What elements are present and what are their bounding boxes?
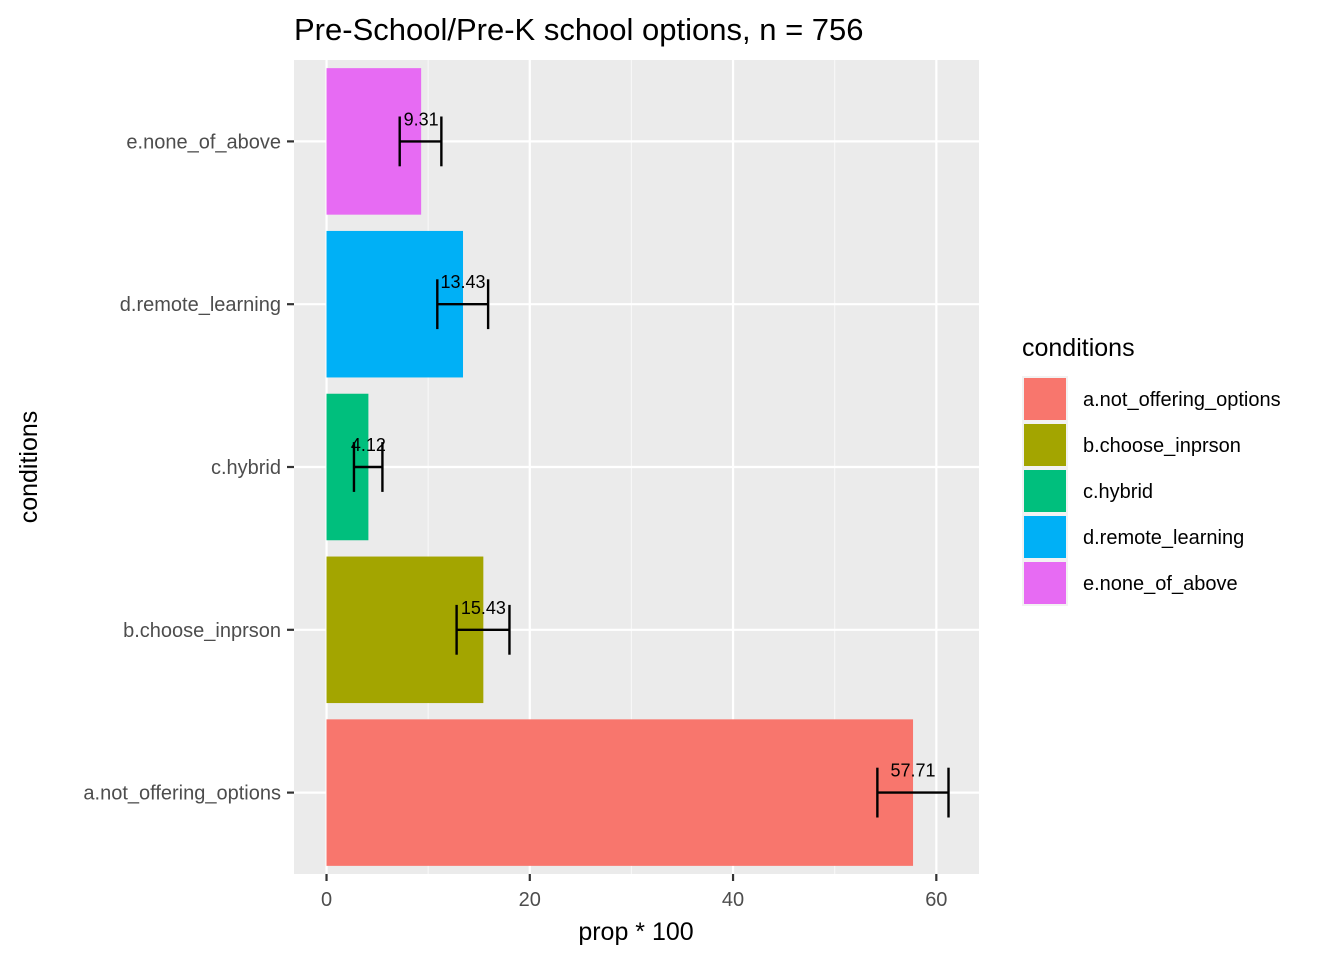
legend-item: a.not_offering_options <box>1022 376 1281 422</box>
legend-swatch <box>1024 470 1066 512</box>
x-tick-label: 40 <box>722 889 744 911</box>
data-label-a.not_offering_options: 57.71 <box>891 761 936 781</box>
errorbar-b.choose_inprson <box>455 604 511 655</box>
x-tick-label: 20 <box>519 889 541 911</box>
y-axis: a.not_offering_options b.choose_inprson c.… <box>83 131 294 805</box>
legend-title: conditions <box>1022 334 1135 362</box>
data-labels-layer: 57.71 15.43 4.12 13.43 9.31 <box>351 109 936 780</box>
legend-label: c.hybrid <box>1083 481 1153 503</box>
legend: conditions a.not_offering_options b.choos… <box>1022 334 1281 606</box>
errorbar-d.remote_learning <box>436 279 490 330</box>
x-tick-label: 60 <box>925 889 947 911</box>
y-tick-label: d.remote_learning <box>120 294 281 316</box>
x-axis: 0 20 40 60 <box>321 874 947 911</box>
y-tick-label: c.hybrid <box>211 457 281 479</box>
legend-item: c.hybrid <box>1022 468 1153 514</box>
legend-label: b.choose_inprson <box>1083 435 1241 457</box>
x-axis-title: prop * 100 <box>578 918 693 946</box>
bar-a.not_offering_options <box>326 719 914 866</box>
data-label-d.remote_learning: 13.43 <box>440 272 485 292</box>
data-label-e.none_of_above: 9.31 <box>404 109 439 129</box>
y-axis-title: conditions <box>15 411 43 524</box>
y-tick-label: b.choose_inprson <box>123 620 281 642</box>
legend-swatch <box>1024 516 1066 558</box>
legend-item: d.remote_learning <box>1022 514 1244 560</box>
errorbar-c.hybrid <box>352 442 384 492</box>
y-tick-label: e.none_of_above <box>126 131 281 153</box>
data-label-c.hybrid: 4.12 <box>351 435 386 455</box>
legend-swatch <box>1024 562 1066 604</box>
errorbar-e.none_of_above <box>398 116 443 167</box>
legend-item: e.none_of_above <box>1022 560 1238 606</box>
legend-swatch <box>1024 378 1066 420</box>
x-tick-label: 0 <box>321 889 332 911</box>
bars-layer <box>326 68 914 866</box>
chart-title: Pre-School/Pre-K school options, n = 756 <box>294 12 864 47</box>
legend-label: a.not_offering_options <box>1083 389 1281 411</box>
data-label-b.choose_inprson: 15.43 <box>461 598 506 618</box>
errorbars-layer <box>352 116 950 818</box>
legend-swatch <box>1024 424 1066 466</box>
legend-label: d.remote_learning <box>1083 527 1244 549</box>
legend-item: b.choose_inprson <box>1022 422 1241 468</box>
y-tick-label: a.not_offering_options <box>83 783 281 805</box>
legend-label: e.none_of_above <box>1083 573 1238 595</box>
errorbar-a.not_offering_options <box>876 767 950 818</box>
